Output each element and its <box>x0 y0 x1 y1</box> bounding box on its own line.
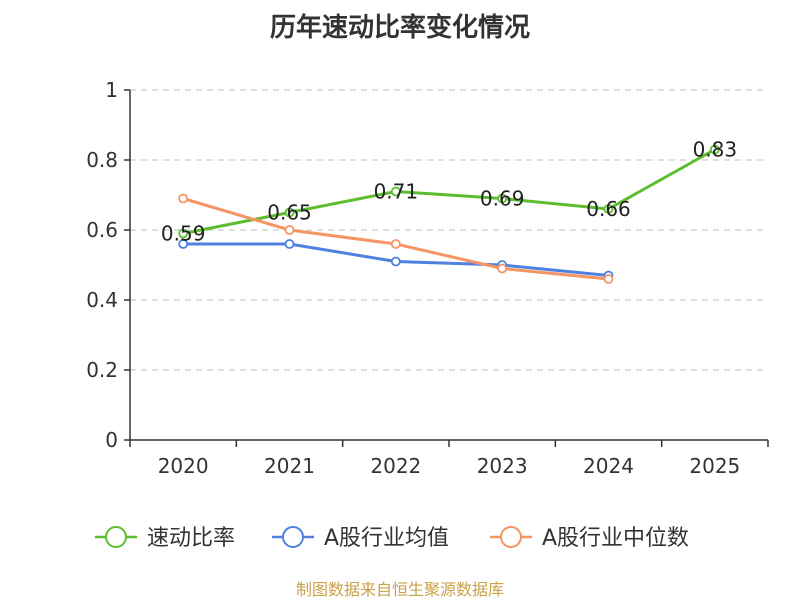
data-point <box>284 207 295 218</box>
x-tick-label: 2023 <box>477 454 528 478</box>
chart-title: 历年速动比率变化情况 <box>270 12 530 43</box>
data-point <box>284 239 295 249</box>
x-tick-label: 2022 <box>370 454 421 478</box>
legend-label: 速动比率 <box>147 526 235 551</box>
data-point <box>497 263 508 274</box>
x-tick-label: 2021 <box>264 454 315 478</box>
data-point <box>603 204 614 214</box>
legend-label: A股行业中位数 <box>542 526 689 551</box>
data-label: 0.66 <box>586 197 631 221</box>
data-point <box>497 193 508 204</box>
legend-marker <box>105 526 127 548</box>
data-label: 0.59 <box>161 222 206 246</box>
data-point <box>178 193 189 204</box>
data-point <box>390 256 401 267</box>
data-label: 0.71 <box>374 180 419 204</box>
y-tick-label: 0.2 <box>86 358 118 382</box>
y-tick-label: 0.6 <box>86 218 118 242</box>
legend-marker <box>282 526 304 548</box>
source-note: 制图数据来自恒生聚源数据库 <box>296 580 504 599</box>
series-line-3 <box>182 197 609 281</box>
data-label: 0.83 <box>693 138 738 162</box>
data-point <box>284 225 295 235</box>
x-tick-label: 2025 <box>689 454 740 478</box>
legend-marker <box>500 526 522 548</box>
grid-lines <box>130 89 768 371</box>
data-label: 0.65 <box>267 201 312 225</box>
data-point <box>603 274 614 284</box>
data-point <box>390 186 401 197</box>
data-point <box>390 239 401 249</box>
legend: 速动比率 A股行业均值 A股行业中位数 <box>95 526 689 551</box>
series-group <box>178 144 720 284</box>
y-tick-label: 0 <box>105 428 118 452</box>
series-line-1 <box>182 148 716 235</box>
y-tick-label: 0.4 <box>86 288 118 312</box>
axes: 0 0.2 0.4 0.6 0.8 1 2020 2021 2022 2023 2024 2025 <box>86 78 769 478</box>
data-point <box>178 239 189 249</box>
data-point <box>709 144 720 155</box>
data-label: 0.69 <box>480 187 525 211</box>
y-tick-label: 1 <box>105 78 118 102</box>
y-tick-label: 0.8 <box>86 148 118 172</box>
x-tick-label: 2024 <box>583 454 634 478</box>
data-point <box>178 228 189 239</box>
legend-label: A股行业均值 <box>324 526 449 551</box>
x-tick-label: 2020 <box>158 454 209 478</box>
data-labels: 0.59 0.65 0.71 0.69 0.66 0.83 <box>161 138 737 246</box>
